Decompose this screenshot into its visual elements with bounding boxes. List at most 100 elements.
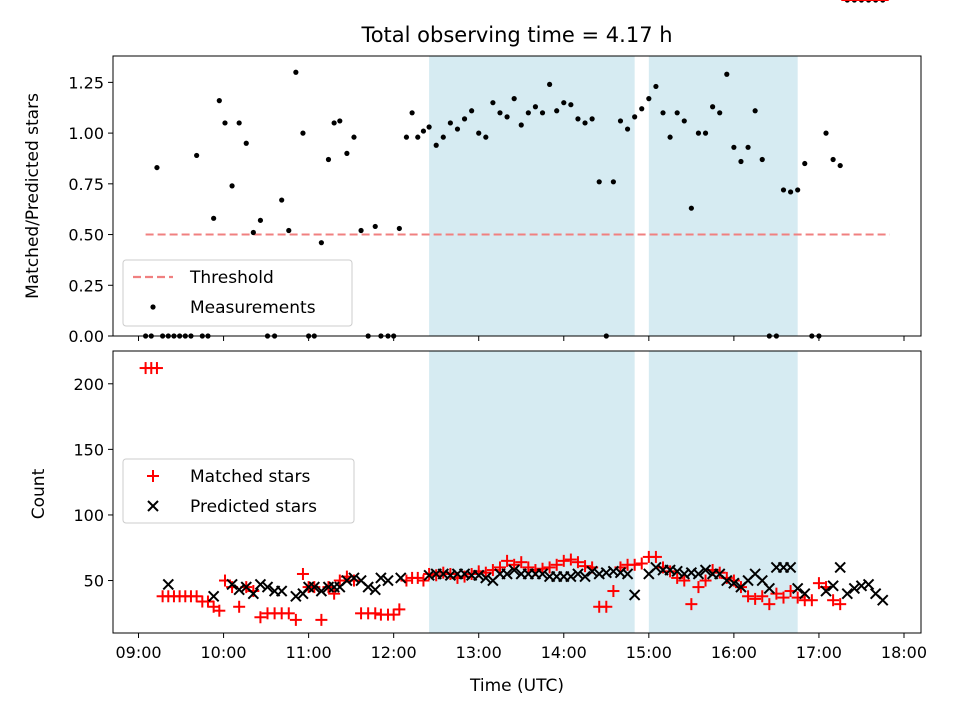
matched-star-point [635, 557, 648, 570]
measurement-point [344, 150, 350, 156]
predicted-star-point [382, 574, 394, 587]
x-tick-label: 12:00 [371, 643, 417, 662]
measurement-point [469, 108, 475, 114]
matched-star-point [692, 581, 705, 594]
top-y-axis-label: Matched/Predicted stars [23, 93, 43, 299]
measurement-point [547, 81, 553, 88]
matched-star-point [812, 577, 825, 590]
measurement-point [802, 160, 808, 167]
predicted-star-point [791, 582, 804, 595]
measurement-point [372, 223, 378, 230]
measurement-point [351, 134, 357, 140]
matched-star-point [827, 594, 840, 607]
matched-star-point [763, 598, 776, 611]
x-tick-label: 13:00 [456, 643, 502, 662]
predicted-star-point [480, 572, 492, 584]
predicted-star-point [628, 589, 641, 601]
bottom-shaded-intervals [429, 351, 798, 633]
predicted-star-point [233, 584, 245, 596]
predicted-star-point [841, 587, 853, 600]
measurement-point [279, 197, 285, 203]
measurement-point [409, 110, 415, 116]
measurement-point [731, 144, 737, 150]
measurement-point [518, 122, 524, 128]
y-tick-label: 0.25 [68, 276, 104, 295]
shaded-interval-1 [429, 351, 635, 633]
predicted-star-point [473, 569, 485, 581]
matched-star-point [387, 608, 400, 621]
predicted-star-point [572, 568, 584, 580]
matched-star-point [685, 598, 698, 611]
measurement-point [211, 215, 217, 221]
measurement-point [639, 106, 645, 112]
measurement-point [795, 187, 801, 193]
top-panel: 0.00 0.25 0.50 0.75 1.00 1.25 Matched/Predict… [23, 0, 922, 346]
predicted-star-point [341, 574, 353, 587]
measurement-point [243, 140, 249, 146]
predicted-star-point [579, 570, 591, 583]
predicted-star-point [586, 565, 598, 578]
measurement-point [787, 189, 794, 195]
shaded-interval-2 [648, 351, 798, 633]
predicted-star-point [728, 577, 740, 589]
top-legend: Threshold Measurements [122, 259, 353, 327]
matched-star-point [749, 592, 762, 605]
matched-star-point [201, 595, 214, 608]
measurement-point [710, 104, 716, 110]
measurement-point [759, 156, 765, 163]
predicted-star-point [375, 572, 387, 584]
measurement-point [447, 120, 453, 126]
measurement-point [216, 98, 222, 104]
matched-star-point [678, 574, 691, 587]
y-tick-label: 0.00 [68, 327, 104, 346]
y-tick-label: 1.00 [68, 124, 104, 143]
measurement-point [300, 130, 306, 136]
predicted-star-point [536, 568, 549, 580]
matched-star-point [571, 556, 584, 569]
measurement-point [476, 130, 482, 136]
matched-star-point [557, 554, 570, 567]
matched-star-point [493, 561, 506, 574]
legend-measurements-label: Measurements [190, 298, 316, 318]
measurement-point [257, 217, 264, 223]
measurement-point [653, 83, 659, 90]
measurement-point [154, 164, 160, 171]
matched-star-point [805, 594, 818, 607]
measurement-point [222, 120, 228, 126]
measurement-point [426, 124, 432, 130]
measurement-point [660, 110, 666, 116]
measurement-point [293, 69, 299, 75]
matched-star-point [699, 574, 712, 587]
shaded-interval-1 [429, 56, 635, 336]
matched-star-point [289, 613, 302, 626]
predicted-star-point [348, 572, 360, 584]
predicted-star-point [226, 578, 238, 591]
measurement-point [331, 120, 337, 126]
matched-star-point [213, 604, 226, 617]
matched-star-point [742, 590, 755, 603]
y-tick-label: 1.25 [68, 73, 104, 92]
predicted-star-point [621, 568, 634, 580]
predicted-star-point [650, 561, 662, 574]
y-tick-label: 200 [73, 375, 104, 394]
matched-star-point [233, 600, 246, 613]
measurement-point [194, 152, 200, 159]
matched-star-point [328, 587, 341, 600]
measurement-point [596, 179, 602, 185]
measurement-point [511, 96, 517, 102]
predicted-star-point [862, 578, 875, 591]
shaded-interval-2 [648, 56, 798, 336]
measurement-point [624, 126, 631, 132]
top-shaded-intervals [429, 56, 798, 336]
measurement-point [646, 96, 652, 102]
predicted-star-point [848, 582, 861, 595]
matched-star-point [411, 571, 424, 584]
matched-star-point [315, 613, 328, 626]
x-tick-label: 16:00 [711, 643, 757, 662]
predicted-star-point [820, 585, 832, 597]
predicted-star-point [369, 584, 381, 596]
measurement-point [337, 118, 343, 124]
measurement-point [504, 114, 510, 120]
x-tick-label: 18:00 [881, 643, 927, 662]
